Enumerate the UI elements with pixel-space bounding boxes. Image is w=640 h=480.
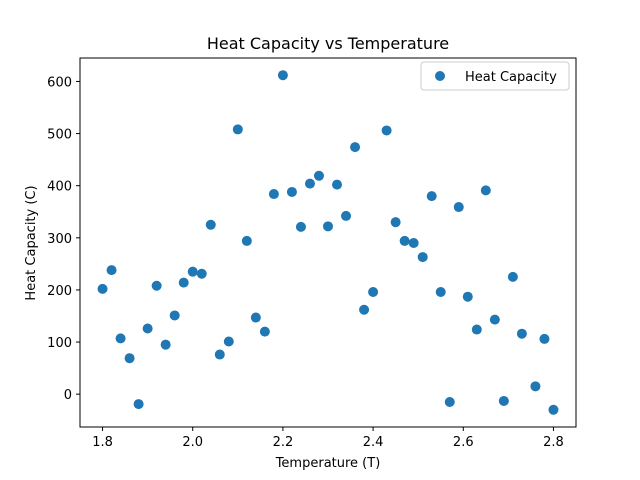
data-point: [169, 310, 180, 321]
data-point: [295, 221, 306, 232]
data-point: [480, 185, 491, 196]
data-point: [223, 336, 234, 347]
y-tick-label: 300: [47, 232, 72, 247]
chart-title: Heat Capacity vs Temperature: [207, 34, 449, 53]
data-point: [350, 142, 361, 153]
y-tick-label: 100: [47, 336, 72, 351]
data-point: [341, 210, 352, 221]
data-point: [250, 312, 261, 323]
data-point: [408, 238, 419, 249]
data-point: [548, 404, 559, 415]
data-point: [160, 339, 171, 350]
x-axis-label: Temperature (T): [275, 456, 381, 471]
data-point: [368, 287, 379, 298]
data-point: [435, 287, 446, 298]
data-point: [196, 268, 207, 279]
data-point: [178, 277, 189, 288]
data-point: [390, 217, 401, 228]
data-point: [214, 349, 225, 360]
legend-label: Heat Capacity: [465, 70, 557, 85]
data-point: [516, 328, 527, 339]
data-point: [399, 235, 410, 246]
data-point: [232, 124, 243, 135]
data-point: [106, 265, 117, 276]
plot-frame: [79, 57, 577, 428]
legend-box: [420, 61, 570, 91]
data-point: [530, 381, 541, 392]
data-point: [187, 266, 198, 277]
data-point: [313, 170, 324, 181]
x-tick-label: 1.8: [92, 435, 113, 450]
x-tick-label: 2.8: [543, 435, 564, 450]
data-points: [97, 70, 559, 415]
data-point: [507, 271, 518, 282]
data-point: [462, 291, 473, 302]
data-point: [133, 399, 144, 410]
data-point: [444, 396, 455, 407]
data-point: [97, 283, 108, 294]
data-point: [268, 189, 279, 200]
y-tick-label: 0: [64, 388, 72, 403]
y-tick-label: 200: [47, 284, 72, 299]
y-axis-label: Heat Capacity (C): [24, 185, 39, 300]
data-point: [323, 221, 333, 232]
data-point: [539, 333, 550, 344]
x-tick-label: 2.6: [453, 435, 474, 450]
legend: Heat Capacity: [420, 61, 570, 91]
y-tick-label: 600: [47, 75, 72, 90]
data-point: [241, 235, 252, 246]
y-tick-label: 500: [47, 128, 72, 143]
data-point: [471, 324, 482, 335]
data-point: [286, 186, 297, 197]
legend-marker: [435, 71, 445, 81]
y-tick-label: 400: [47, 180, 72, 195]
data-point: [142, 323, 153, 334]
data-point: [115, 333, 126, 344]
y-axis: 0 100 200 300 400 500 600: [47, 75, 80, 403]
data-point: [124, 353, 135, 364]
data-point: [498, 395, 509, 406]
data-point: [417, 252, 428, 263]
data-point: [205, 219, 216, 230]
data-point: [151, 280, 162, 291]
data-point: [489, 314, 500, 325]
data-point: [332, 179, 343, 190]
x-tick-label: 2.0: [182, 435, 203, 450]
data-point: [259, 326, 270, 337]
data-point: [277, 70, 288, 81]
x-axis: 1.8 2.0 2.2 2.4 2.6 2.8: [92, 427, 564, 450]
data-point: [426, 191, 437, 202]
data-point: [381, 125, 392, 136]
data-point: [453, 202, 464, 213]
x-tick-label: 2.2: [273, 435, 294, 450]
x-tick-label: 2.4: [363, 435, 384, 450]
data-point: [304, 178, 315, 189]
data-point: [359, 304, 370, 315]
